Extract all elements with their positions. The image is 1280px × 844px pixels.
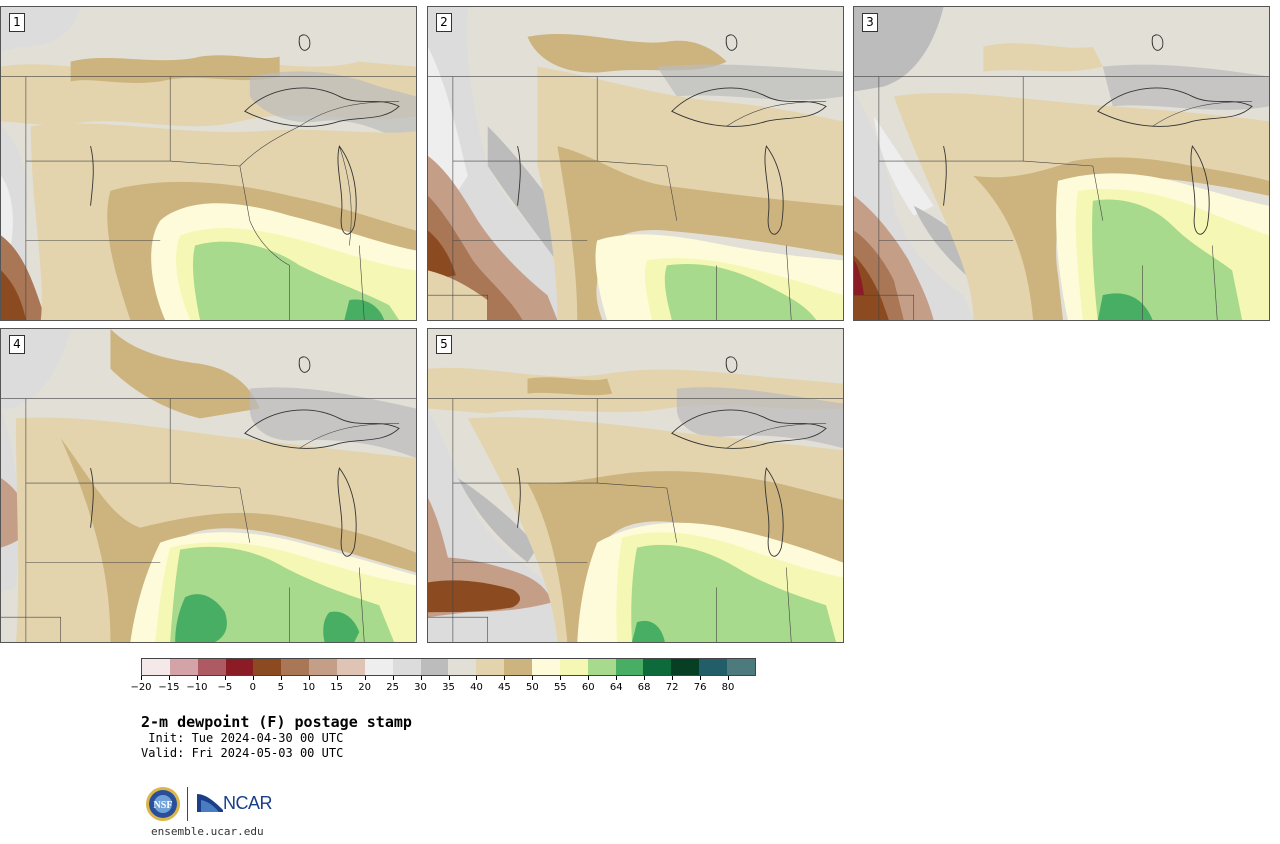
colorbar-swatch [142, 659, 170, 675]
colorbar-tick-label: 0 [249, 682, 256, 693]
colorbar-swatch [587, 659, 616, 675]
colorbar-tick-label: 55 [553, 682, 567, 693]
colorbar-tickmark [616, 676, 618, 680]
colorbar-tickmark [644, 676, 646, 680]
colorbar-swatch [643, 659, 672, 675]
colorbar-swatch [615, 659, 644, 675]
colorbar-swatch [420, 659, 449, 675]
colorbar-tick-label: 80 [721, 682, 735, 693]
colorbar-tick-label: 35 [442, 682, 455, 693]
panel-number: 1 [9, 13, 25, 32]
colorbar-tickmark [392, 676, 394, 680]
colorbar-tickmark [728, 676, 730, 680]
title-block: 2-m dewpoint (F) postage stamp Init: Tue… [141, 713, 412, 761]
colorbar-swatch [169, 659, 198, 675]
colorbar-tick-label: −20 [130, 682, 152, 693]
ncar-mark-icon [197, 794, 223, 812]
colorbar-tickmark [224, 676, 226, 680]
map-panel-2: 2 [427, 6, 844, 321]
colorbar-tick-label: −15 [158, 682, 180, 693]
colorbar-swatch [448, 659, 477, 675]
colorbar-tick-label: 20 [358, 682, 371, 693]
colorbar-tickmark [336, 676, 338, 680]
logo-divider [187, 787, 188, 821]
colorbar-tick-label: 72 [665, 682, 679, 693]
colorbar-swatch [253, 659, 282, 675]
colorbar-tickmark [252, 676, 254, 680]
colorbar-tick-label: 15 [330, 682, 344, 693]
panel-number: 4 [9, 335, 25, 354]
colorbar-tickmark [672, 676, 674, 680]
colorbar-tick-label: −10 [186, 682, 208, 693]
panel-number: 5 [436, 335, 452, 354]
colorbar-tickmark [364, 676, 366, 680]
colorbar-tick-label: −5 [217, 682, 233, 693]
colorbar-tick-label: 60 [581, 682, 595, 693]
colorbar-tickmark [168, 676, 170, 680]
colorbar-swatch [559, 659, 588, 675]
colorbar-swatch [699, 659, 728, 675]
map-panel-4: 4 [0, 328, 417, 643]
dewpoint-map [428, 329, 843, 642]
nsf-logo: NSF [146, 787, 180, 821]
colorbar-tick-label: 25 [386, 682, 399, 693]
colorbar-tick-label: 68 [637, 682, 651, 693]
colorbar-swatch [532, 659, 560, 675]
colorbar-swatch [337, 659, 365, 675]
colorbar-tickmark [280, 676, 282, 680]
colorbar-swatches [141, 658, 756, 676]
colorbar-swatch [476, 659, 505, 675]
colorbar-tick-label: 5 [277, 682, 284, 693]
panel-number: 3 [862, 13, 878, 32]
colorbar-tick-label: 50 [525, 682, 539, 693]
valid-time: Valid: Fri 2024-05-03 00 UTC [141, 746, 344, 760]
colorbar-swatch [392, 659, 421, 675]
ncar-logo: NCAR [197, 792, 277, 816]
colorbar-swatch [671, 659, 700, 675]
nsf-text: NSF [154, 800, 173, 811]
map-panel-3: 3 [853, 6, 1270, 321]
colorbar-tickmark [504, 676, 506, 680]
dewpoint-map [1, 329, 416, 642]
logos: NSF NCAR [145, 786, 285, 822]
colorbar-tickmark [560, 676, 562, 680]
colorbar-tickmark [308, 676, 310, 680]
dewpoint-map [854, 7, 1269, 320]
colorbar-tick-label: 45 [498, 682, 511, 693]
map-panel-5: 5 [427, 328, 844, 643]
colorbar-tickmark [141, 676, 142, 680]
colorbar-swatch [309, 659, 338, 675]
dewpoint-map [428, 7, 843, 320]
colorbar-tickmark [588, 676, 590, 680]
colorbar-tickmark [476, 676, 478, 680]
colorbar-swatch [225, 659, 254, 675]
colorbar-tickmark [700, 676, 702, 680]
init-time: Init: Tue 2024-04-30 00 UTC [141, 731, 344, 745]
colorbar-tick-label: 64 [609, 682, 623, 693]
colorbar-swatch [197, 659, 226, 675]
map-panel-1: 1 [0, 6, 417, 321]
colorbar-tick-label: 40 [470, 682, 483, 693]
colorbar-swatch [281, 659, 310, 675]
colorbar-tickmark [196, 676, 198, 680]
dewpoint-map [1, 7, 416, 320]
ncar-text: NCAR [223, 793, 273, 813]
colorbar-tickmark [420, 676, 422, 680]
colorbar-swatch [727, 659, 755, 675]
site-url: ensemble.ucar.edu [151, 825, 264, 838]
panel-number: 2 [436, 13, 452, 32]
colorbar-swatch [364, 659, 393, 675]
colorbar-tickmark [448, 676, 450, 680]
colorbar-tick-label: 30 [414, 682, 427, 693]
colorbar-swatch [504, 659, 533, 675]
colorbar-tick-label: 76 [693, 682, 707, 693]
colorbar: −20 −15 −10 −5 0 5 10 15 20 25 30 35 40 45 50 55 60 64 68 7… [130, 658, 756, 698]
colorbar-tickmark [532, 676, 534, 680]
colorbar-tick-label: 10 [302, 682, 316, 693]
plot-title: 2-m dewpoint (F) postage stamp [141, 713, 412, 731]
